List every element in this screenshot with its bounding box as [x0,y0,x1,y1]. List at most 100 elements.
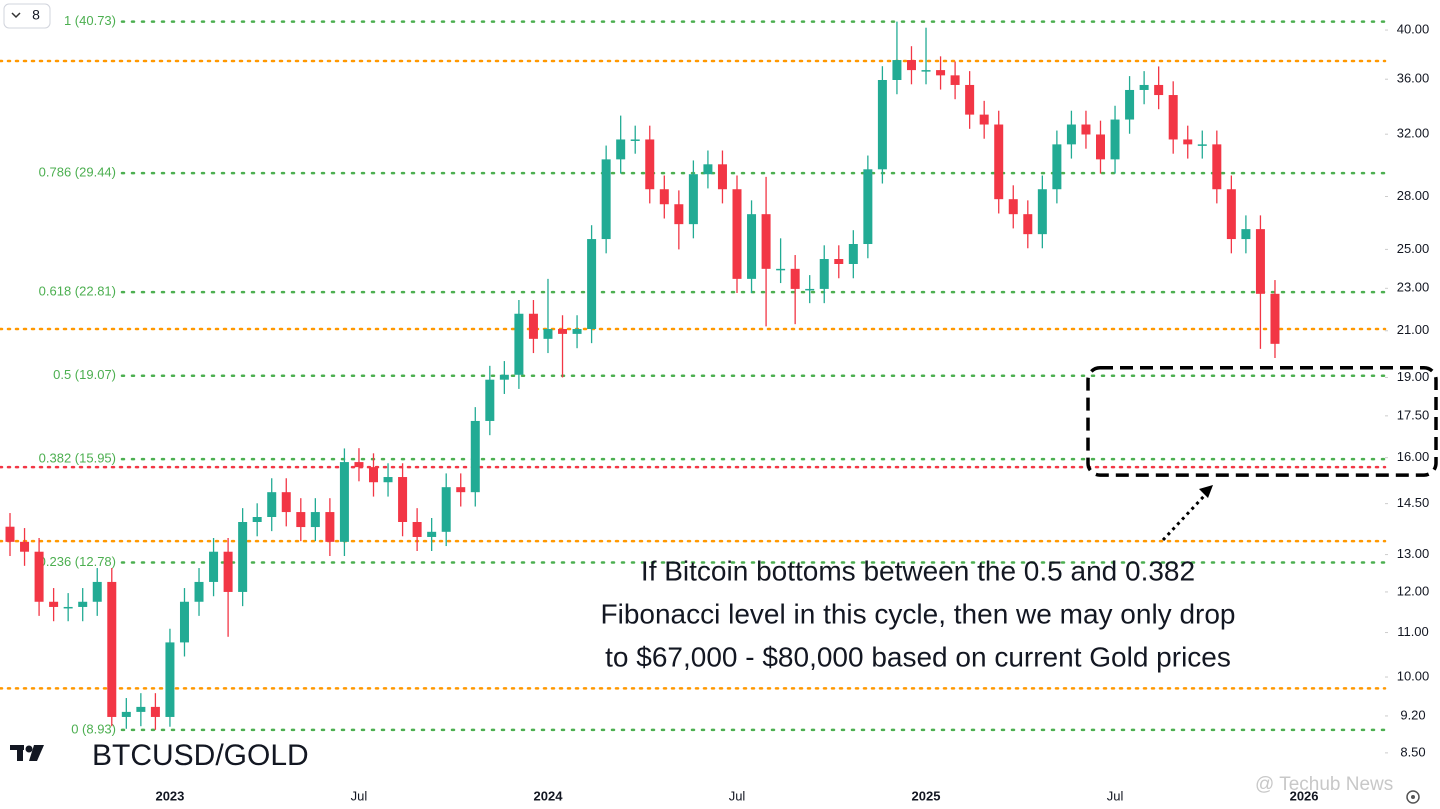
candle-body [1212,144,1222,190]
y-tick-label: 11.00 [1397,624,1429,639]
candle-body [1270,293,1280,344]
candle-body [63,606,73,609]
candle-body [34,551,44,602]
candle-body [412,521,422,537]
candle-body [659,189,669,205]
y-tick-label: 13.00 [1397,546,1430,561]
candle-body [936,70,946,76]
candle-body [674,204,684,225]
candle-body [630,139,640,141]
arrow-head [1199,485,1213,498]
candle-body [427,531,437,537]
y-tick-label: 23.00 [1397,280,1430,295]
candle-body [92,581,102,602]
candle-body [906,60,916,71]
y-tick-label: 32.00 [1397,126,1430,141]
candle-body [281,492,291,513]
arrow-line [1161,493,1207,542]
candle-body [499,374,509,380]
candle-body [1255,229,1265,294]
annotation-text: Fibonacci level in this cycle, then we m… [601,598,1236,629]
plot: 1 (40.73) 0.786 (29.44) 0.618 (22.81) 0.5 (… [0,13,1438,803]
candle-body [209,551,219,582]
candle-body [848,244,858,264]
candle-body [892,60,902,80]
candle-body [78,601,88,607]
x-tick-label: Jul [1107,788,1124,803]
settings-icon[interactable] [1406,790,1420,804]
candle-body [252,517,262,522]
candle-body [296,512,306,528]
candle-body [703,164,713,175]
candle-body [543,328,553,339]
candle-body [1226,189,1236,240]
candle-body [1023,214,1033,235]
y-tick-label: 16.00 [1397,449,1430,464]
candle-body [805,288,815,291]
y-tick-label: 9.20 [1400,707,1425,722]
candle-body [1125,89,1135,120]
candle-body [1110,119,1120,160]
candle-body [877,79,887,170]
x-tick-label: 2024 [534,788,564,803]
y-tick-label: 17.50 [1397,407,1430,422]
y-tick-label: 21.00 [1397,322,1430,337]
candle-body [1197,144,1207,146]
candle-body [921,70,931,72]
candle-body [514,313,524,375]
candle-body [5,526,15,542]
fib-label: 0.382 (15.95) [39,451,116,466]
candle-body [979,114,989,125]
candle-body [950,75,960,85]
candle-body [383,477,393,483]
interval-label: 8 [32,7,40,23]
candle-body [238,521,248,592]
x-tick-label: 2026 [1290,788,1319,803]
candle-body [790,268,800,289]
candle-body [717,164,727,190]
fib-label: 0.236 (12.78) [39,554,116,569]
y-tick-label: 12.00 [1397,583,1430,598]
y-tick-label: 25.00 [1397,241,1430,256]
candle-body [1037,189,1047,235]
candle-body [1139,84,1149,90]
tv-logo [10,745,44,761]
fib-label: 0.5 (19.07) [53,367,116,382]
y-tick-label: 10.00 [1397,668,1430,683]
candle-body [354,462,364,468]
candle-body [834,259,844,264]
candle-body [194,581,204,602]
interval-button[interactable] [3,3,51,29]
candle-body [121,711,131,717]
candle-body [179,601,189,643]
candle-body [485,379,495,421]
candle-body [645,139,655,190]
candle-body [470,420,480,493]
candle-body [1168,95,1178,140]
watermark: @ Techub News [1255,774,1393,795]
x-tick-label: Jul [351,788,368,803]
candle-body [965,84,975,115]
candle-body [776,268,786,271]
candle-body [863,169,873,245]
dropdown-icon [11,12,21,19]
y-tick-label: 28.00 [1397,188,1430,203]
candle-body [267,492,277,518]
candle-body [165,642,175,717]
candle-body [732,189,742,279]
candle-body [1008,199,1018,215]
annotation-text: to $67,000 - $80,000 based on current Go… [605,641,1231,672]
candle-body [747,214,757,279]
candle-body [1183,139,1193,145]
y-tick-label: 40.00 [1397,21,1430,36]
annotation-text: If Bitcoin bottoms between the 0.5 and 0… [641,555,1195,586]
candle-body [528,313,538,339]
candle-body [20,541,30,552]
candle-body [369,467,378,483]
candle-body [994,124,1004,200]
x-tick-label: Jul [729,788,746,803]
candle-body [441,487,451,532]
fib-label: 0 (8.93) [71,721,116,736]
